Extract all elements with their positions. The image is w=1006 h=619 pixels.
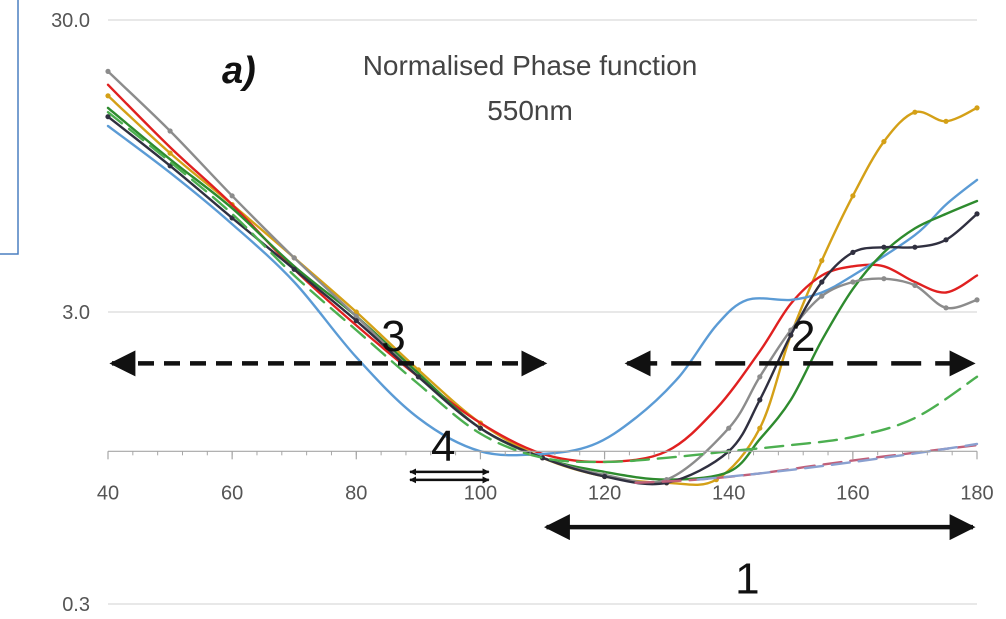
series-6-point (353, 318, 359, 324)
series-1-point (353, 309, 359, 315)
series-5-point (726, 425, 732, 431)
series-6-point (415, 374, 421, 380)
series-5-point (757, 374, 763, 380)
x-tick-label: 100 (464, 482, 497, 504)
x-tick-label: 180 (960, 482, 993, 504)
series-6-point (912, 244, 918, 250)
series-6-point (943, 237, 949, 243)
series-5-point (912, 282, 918, 288)
y-tick-label: 0.3 (62, 594, 90, 616)
series-1-point (105, 93, 111, 99)
series-1-point (974, 105, 980, 111)
series-6-point (291, 266, 297, 272)
region-label-3: 3 (381, 312, 405, 361)
series-line-5 (106, 70, 979, 484)
series-1-point (912, 109, 918, 115)
series-1-point (850, 193, 856, 199)
x-axis: 40 60 80 100 120 140 160 180 (97, 450, 994, 504)
series-5-point (167, 128, 173, 134)
series-6-point (477, 425, 483, 431)
series-1-point (819, 258, 825, 264)
series-5-point (974, 297, 980, 303)
series-line-3 (106, 124, 979, 457)
series-5-point (291, 255, 297, 261)
series-5-point (850, 279, 856, 285)
series-6-point (974, 211, 980, 217)
series-line-1 (106, 94, 979, 486)
region-label-1: 1 (735, 554, 759, 603)
legend-box-edge (0, 0, 19, 255)
panel-label: a) (222, 50, 256, 92)
series-line-4 (106, 106, 979, 481)
annotation-layer: 1 2 3 4 (109, 312, 976, 603)
region-label-4: 4 (431, 422, 455, 471)
chart-title-line-1: Normalised Phase function (363, 50, 698, 81)
series-5-point (353, 313, 359, 319)
chart-grid (108, 19, 977, 605)
chart-title-line-2: 550nm (487, 95, 573, 126)
series-6-point (602, 473, 608, 480)
series-line-9 (696, 442, 979, 481)
series-6-point (105, 114, 111, 120)
series-layer (105, 68, 980, 486)
series-6-point (788, 332, 794, 338)
series-line-2 (106, 83, 979, 464)
series-5-point (229, 193, 235, 199)
x-tick-label: 160 (836, 482, 869, 504)
series-1-point (943, 118, 949, 124)
series-5-point (881, 276, 887, 282)
series-6-point (819, 279, 825, 285)
series-5-point (943, 305, 949, 311)
series-5-point (819, 293, 825, 299)
x-tick-label: 60 (221, 482, 243, 504)
x-tick-label: 140 (712, 482, 745, 504)
y-axis: 0.3 3.0 30.0 (51, 10, 90, 616)
y-tick-label: 3.0 (62, 302, 90, 324)
x-tick-label: 40 (97, 482, 119, 504)
series-1-point (757, 425, 763, 431)
series-line-7 (106, 111, 979, 464)
series-1-point (167, 150, 173, 156)
series-1-point (881, 139, 887, 145)
series-5-point (105, 68, 111, 74)
series-6-point (850, 249, 856, 255)
series-6-point (881, 244, 887, 250)
region-label-2: 2 (791, 312, 815, 361)
x-tick-label: 120 (588, 482, 621, 504)
series-6-point (757, 397, 763, 403)
x-tick-label: 80 (345, 482, 367, 504)
y-tick-label: 30.0 (51, 10, 90, 32)
